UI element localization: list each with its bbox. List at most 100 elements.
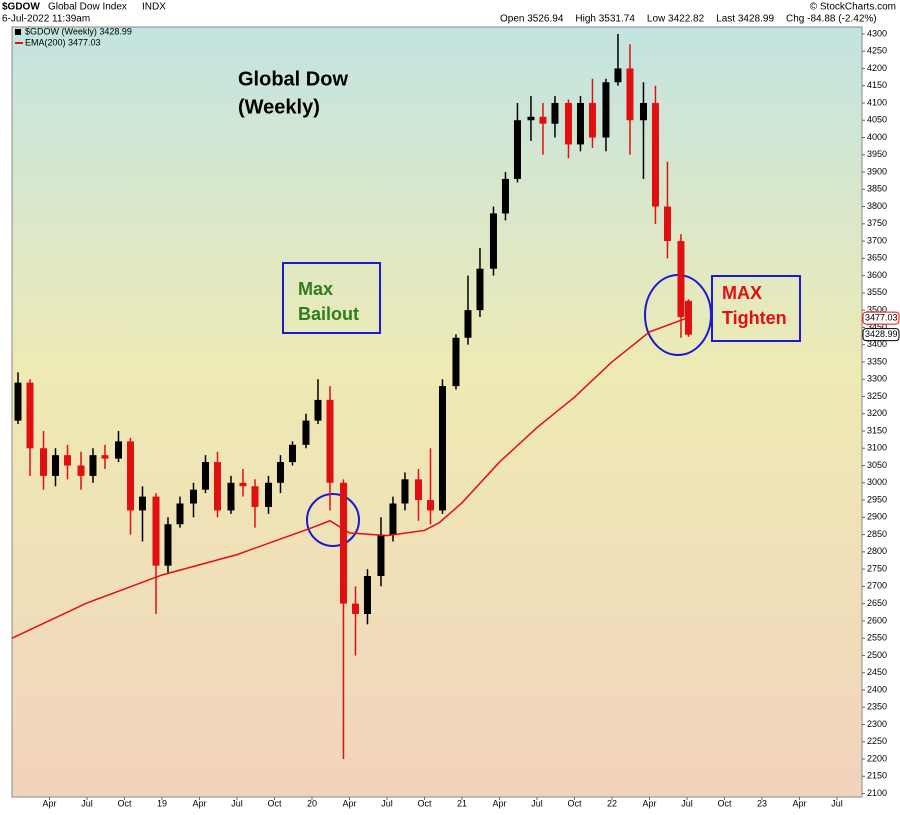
candle-body xyxy=(239,482,247,487)
y-tick-label: 4300 xyxy=(867,28,887,38)
y-tick-label: 3500 xyxy=(867,305,887,315)
candle-body xyxy=(588,102,596,138)
y-tick-label: 3750 xyxy=(867,218,887,228)
annotation: MAX xyxy=(722,283,762,303)
candle-body xyxy=(51,455,59,476)
y-tick-label: 2700 xyxy=(867,581,887,591)
y-tick-label: 3900 xyxy=(867,166,887,176)
candle-body xyxy=(164,524,172,566)
x-tick-label: Oct xyxy=(267,798,282,808)
y-tick-label: 2950 xyxy=(867,494,887,504)
x-tick-label: Jul xyxy=(831,798,843,808)
candle-body xyxy=(339,482,347,604)
y-tick-label: 2350 xyxy=(867,702,887,712)
candle-body xyxy=(614,68,622,83)
candle-body xyxy=(126,441,134,511)
y-tick-label: 4150 xyxy=(867,80,887,90)
candle-body xyxy=(176,503,184,525)
candle-body xyxy=(152,496,160,566)
price-tag xyxy=(862,328,900,342)
y-tick-label: 2900 xyxy=(867,512,887,522)
y-tick-label: 2450 xyxy=(867,667,887,677)
annotation: Tighten xyxy=(722,308,787,328)
candle-body xyxy=(14,382,22,421)
y-tick-label: 2750 xyxy=(867,563,887,573)
candle-body xyxy=(189,489,197,504)
y-tick-label: 4000 xyxy=(867,132,887,142)
legend-label: EMA(200) 3477.03 xyxy=(25,37,101,47)
candle-body xyxy=(602,82,610,138)
y-tick-label: 3000 xyxy=(867,477,887,487)
y-tick-label: 2850 xyxy=(867,529,887,539)
annotation: Max xyxy=(298,279,333,299)
quote-item: Open 3526.94 xyxy=(500,14,564,25)
y-tick-label: 3450 xyxy=(867,322,887,332)
highlight-circle xyxy=(306,493,360,547)
x-tick-label: 21 xyxy=(457,798,467,808)
candle-body xyxy=(377,534,385,577)
candle-body xyxy=(101,455,109,459)
y-tick-label: 2550 xyxy=(867,633,887,643)
y-tick-label: 4050 xyxy=(867,115,887,125)
candle-body xyxy=(201,462,209,490)
x-tick-label: 20 xyxy=(307,798,317,808)
y-tick-label: 4250 xyxy=(867,46,887,56)
candle-body xyxy=(684,300,692,335)
x-tick-label: Jul xyxy=(231,798,243,808)
y-tick-label: 3100 xyxy=(867,443,887,453)
x-tick-label: Oct xyxy=(117,798,132,808)
y-tick-label: 3050 xyxy=(867,460,887,470)
candle-body xyxy=(288,444,296,463)
candle-body xyxy=(452,337,460,387)
candle-body xyxy=(89,455,97,476)
candle-body xyxy=(651,102,659,207)
y-tick-label: 2400 xyxy=(867,684,887,694)
y-tick-label: 2100 xyxy=(867,788,887,798)
candle-body xyxy=(351,603,359,614)
candle-body xyxy=(527,116,535,121)
candle-body xyxy=(438,386,446,511)
candle-body xyxy=(551,102,559,124)
candle-body xyxy=(539,116,547,124)
y-tick-label: 3950 xyxy=(867,149,887,159)
x-tick-label: 19 xyxy=(157,798,167,808)
candle-body xyxy=(414,479,422,501)
x-tick-label: Oct xyxy=(417,798,432,808)
price-tag-label: 3428.99 xyxy=(865,329,898,339)
legend-label: $GDOW (Weekly) 3428.99 xyxy=(25,26,132,36)
quote-item: Last 3428.99 xyxy=(716,14,774,25)
candle-body xyxy=(251,486,259,507)
candle-body xyxy=(426,500,434,511)
y-tick-label: 3550 xyxy=(867,287,887,297)
annotation: Bailout xyxy=(298,304,359,324)
x-tick-label: Apr xyxy=(642,798,656,808)
candle-body xyxy=(213,462,221,511)
candle-body xyxy=(489,213,497,269)
price-tag xyxy=(862,311,900,325)
quote: Open 3526.94 High 3531.74 Low 3422.82 Last … xyxy=(500,14,877,25)
symbol: $GDOW xyxy=(2,2,40,13)
y-tick-label: 3400 xyxy=(867,339,887,349)
y-tick-label: 3650 xyxy=(867,253,887,263)
candle-body xyxy=(77,465,85,476)
candle-body xyxy=(464,310,472,338)
x-tick-label: 23 xyxy=(757,798,767,808)
candle-body xyxy=(138,496,146,511)
candle-body xyxy=(26,382,34,449)
candle-body xyxy=(626,68,634,121)
y-tick-label: 3200 xyxy=(867,408,887,418)
legend-swatch xyxy=(15,29,21,35)
y-tick-label: 4200 xyxy=(867,63,887,73)
ema-line xyxy=(11,317,688,639)
x-tick-label: 22 xyxy=(607,798,617,808)
candle-body xyxy=(314,399,322,421)
x-tick-label: Apr xyxy=(192,798,206,808)
candle-body xyxy=(677,241,685,318)
quote-item: Chg -84.88 (-2.42%) xyxy=(786,14,877,25)
candle-body xyxy=(476,268,484,311)
candle-body xyxy=(401,479,409,504)
date: 6-Jul-2022 11:39am xyxy=(2,14,90,25)
candle-body xyxy=(564,102,572,145)
